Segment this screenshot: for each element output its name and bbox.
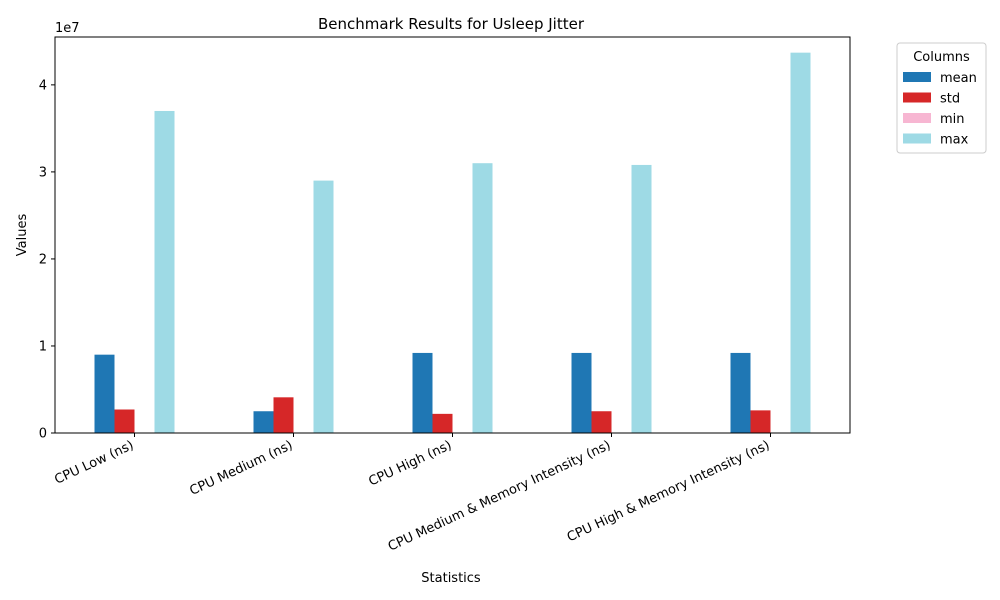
bar-max-0: [154, 110, 175, 433]
bars-layer: [94, 52, 811, 434]
legend-label-mean: mean: [940, 71, 977, 86]
y-tick-label: 3: [39, 165, 47, 180]
legend-label-std: std: [940, 92, 960, 107]
legend-swatch-std: [903, 92, 931, 103]
y-tick-label: 4: [39, 78, 47, 93]
legend-box: [896, 42, 987, 154]
legend-title: Columns: [913, 50, 970, 65]
bar-max-4: [790, 52, 811, 434]
y-tick-label: 1: [39, 339, 47, 354]
legend-swatch-mean: [903, 72, 931, 82]
bar-std-2: [432, 413, 453, 433]
legend-swatch-max: [903, 133, 931, 144]
bar-mean-2: [412, 352, 433, 433]
bar-std-4: [750, 410, 771, 433]
bar-max-3: [631, 164, 652, 433]
legend-swatch-min: [903, 113, 931, 123]
x-tick-label: CPU Low (ns): [52, 438, 136, 488]
bar-mean-4: [730, 352, 751, 433]
bar-mean-0: [94, 354, 115, 433]
bar-max-2: [472, 163, 493, 433]
bar-std-1: [273, 397, 294, 433]
chart-title: Benchmark Results for Usleep Jitter: [318, 15, 585, 33]
x-axis-title: Statistics: [421, 571, 481, 586]
bar-max-1: [313, 180, 334, 433]
legend: Columns mean std min max: [896, 42, 987, 154]
legend-label-min: min: [940, 112, 965, 127]
y-tick-label: 2: [39, 252, 47, 267]
legend-label-max: max: [940, 133, 969, 148]
bar-std-3: [591, 411, 612, 433]
y-offset-label: 1e7: [55, 21, 80, 36]
y-tick-label: 0: [39, 427, 47, 442]
bar-mean-3: [571, 352, 592, 433]
y-axis-title: Values: [15, 214, 30, 257]
x-tick-label: CPU High (ns): [367, 438, 455, 490]
x-tick-label: CPU Medium (ns): [187, 438, 295, 499]
bar-mean-1: [253, 411, 274, 433]
bar-std-0: [114, 409, 135, 433]
